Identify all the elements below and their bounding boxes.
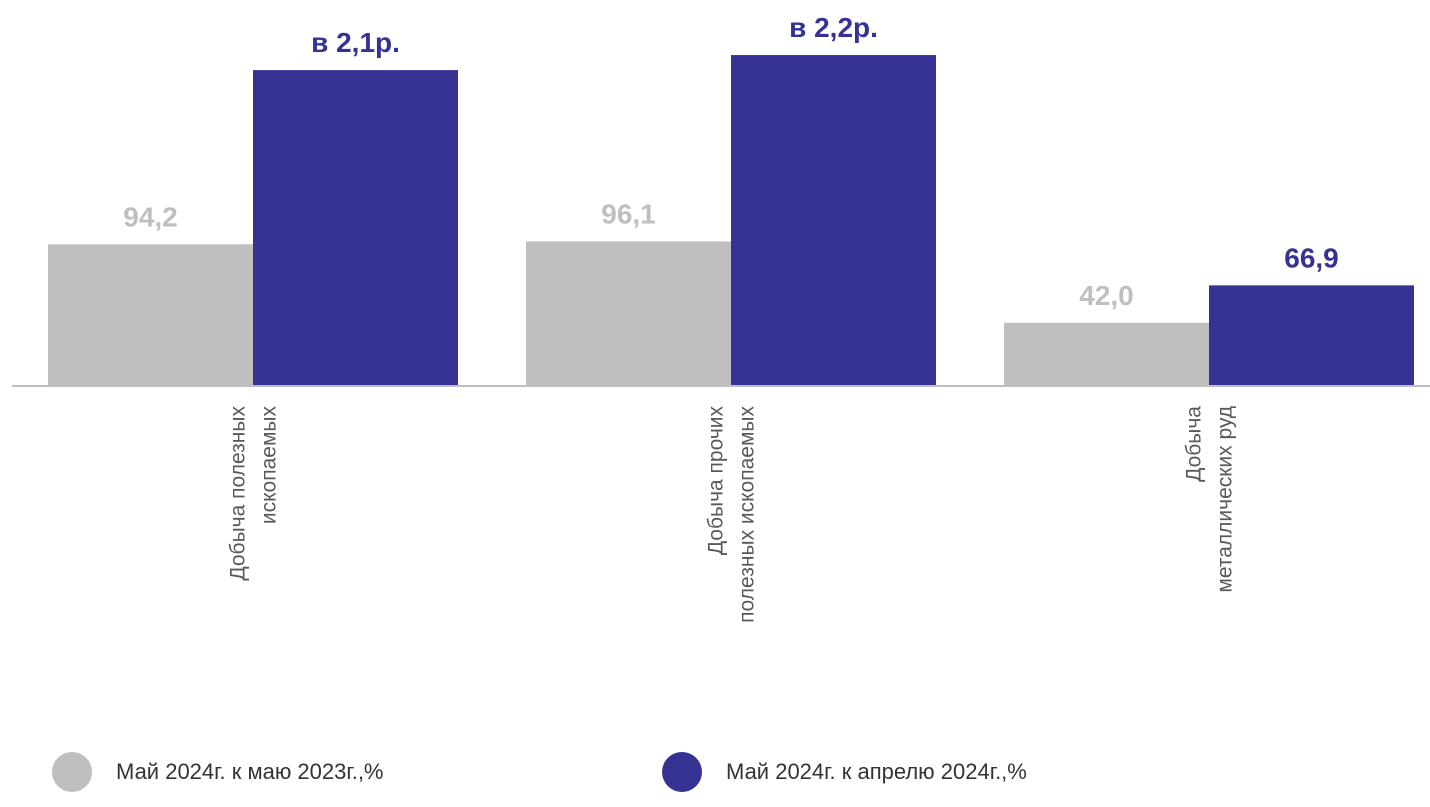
bar-s2-c1 (253, 70, 458, 386)
value-label-s1-c3: 42,0 (1079, 280, 1134, 311)
legend-label-1: Май 2024г. к маю 2023г.,% (116, 759, 384, 784)
legend-item-2: Май 2024г. к апрелю 2024г.,% (662, 752, 1027, 792)
legend-marker-2 (662, 752, 702, 792)
category-labels-group: Добыча полезных ископаемых Добыча прочих по… (227, 406, 1237, 623)
category-label-2: Добыча прочих полезных ископаемых (705, 406, 759, 623)
value-labels-group: 94,2 в 2,1р. 96,1 в 2,2р. 42,0 66,9 (123, 12, 1339, 311)
legend-marker-1 (52, 752, 92, 792)
value-label-s1-c1: 94,2 (123, 201, 178, 232)
bar-s1-c3 (1004, 322, 1209, 386)
legend-label-2: Май 2024г. к апрелю 2024г.,% (726, 759, 1027, 784)
category-label-2-line-1: Добыча прочих (705, 406, 728, 556)
value-label-s2-c2: в 2,2р. (789, 12, 878, 43)
value-label-s1-c2: 96,1 (601, 198, 656, 229)
legend-item-1: Май 2024г. к маю 2023г.,% (52, 752, 384, 792)
bar-s2-c3 (1209, 285, 1414, 386)
category-label-1-line-2: ископаемых (258, 406, 281, 525)
category-label-1-line-1: Добыча полезных (227, 406, 250, 581)
bar-s2-c2 (731, 55, 936, 386)
value-label-s2-c1: в 2,1р. (311, 27, 400, 58)
category-label-2-line-2: полезных ископаемых (736, 406, 759, 623)
category-label-3: Добыча металлических руд (1183, 406, 1237, 593)
value-label-s2-c3: 66,9 (1284, 242, 1339, 273)
category-label-3-line-2: металлических руд (1214, 406, 1237, 593)
bar-s1-c1 (48, 244, 253, 386)
category-label-3-line-1: Добыча (1183, 406, 1206, 482)
bars-group (48, 55, 1414, 386)
category-label-1: Добыча полезных ископаемых (227, 406, 281, 581)
bar-s1-c2 (526, 241, 731, 386)
